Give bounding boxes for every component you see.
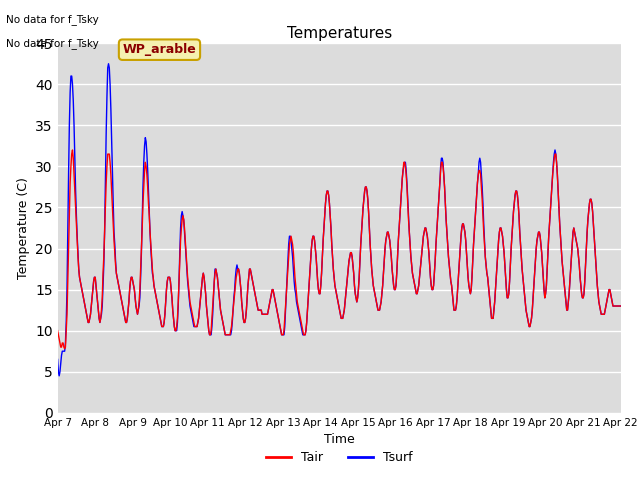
X-axis label: Time: Time bbox=[324, 433, 355, 446]
Text: No data for f_Tsky: No data for f_Tsky bbox=[6, 38, 99, 49]
Title: Temperatures: Temperatures bbox=[287, 25, 392, 41]
Text: No data for f_Tsky: No data for f_Tsky bbox=[6, 14, 99, 25]
Legend: Tair, Tsurf: Tair, Tsurf bbox=[261, 446, 417, 469]
Text: WP_arable: WP_arable bbox=[123, 43, 196, 56]
Y-axis label: Temperature (C): Temperature (C) bbox=[17, 177, 29, 279]
